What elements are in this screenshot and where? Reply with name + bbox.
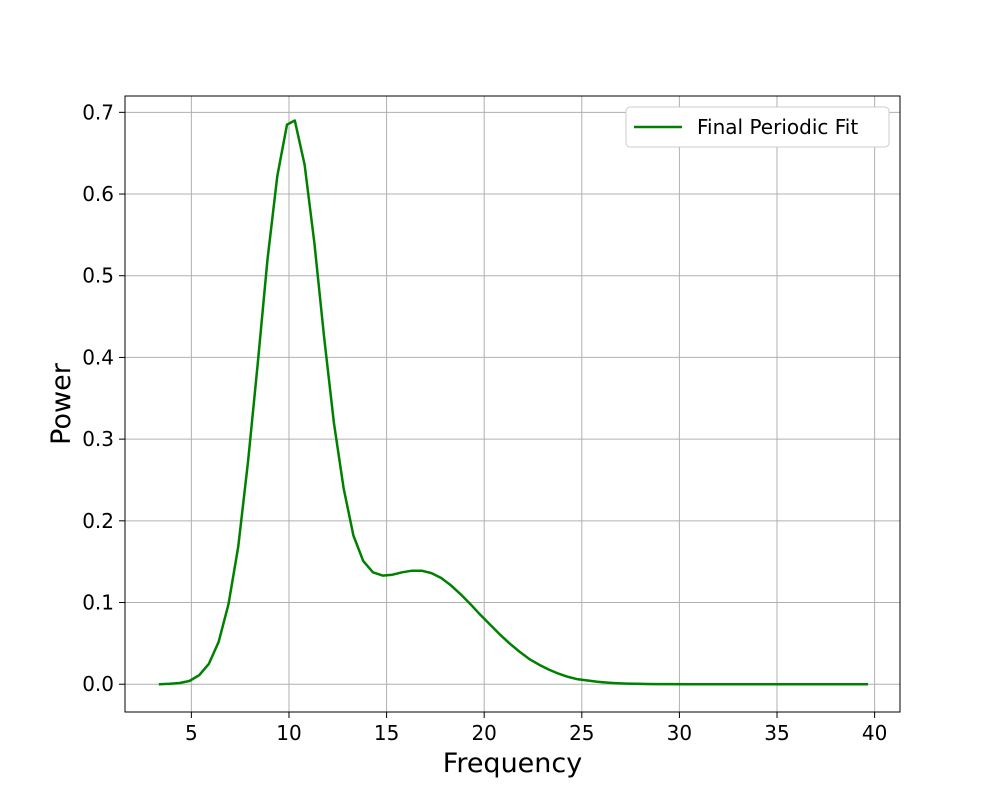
y-tick-label: 0.0 [82,672,114,696]
x-axis-label: Frequency [443,748,583,779]
x-tick-label: 20 [471,721,496,745]
y-tick-label: 0.5 [82,264,114,288]
legend: Final Periodic Fit [625,106,890,148]
x-tick-label: 25 [569,721,594,745]
y-tick-label: 0.1 [82,591,114,615]
y-axis-ticks: 0.0 0.1 0.2 0.3 0.4 0.5 0.6 0.7 [82,100,125,696]
x-axis-ticks: 5 10 15 20 25 30 35 40 [185,712,887,745]
x-tick-label: 30 [667,721,692,745]
y-tick-label: 0.7 [82,100,114,124]
x-tick-label: 10 [276,721,301,745]
legend-box [625,106,890,148]
series-layer [158,119,869,686]
y-tick-label: 0.2 [82,509,114,533]
plot-frame [124,95,901,713]
x-tick-label: 15 [374,721,399,745]
y-tick-label: 0.6 [82,182,114,206]
grid [125,96,900,712]
y-tick-label: 0.3 [82,427,114,451]
x-tick-label: 40 [862,721,887,745]
x-tick-label: 5 [185,721,198,745]
x-tick-label: 35 [764,721,789,745]
series-line-final-periodic-fit [158,119,869,686]
legend-label-final-periodic-fit: Final Periodic Fit [697,115,858,139]
y-axis-label: Power [46,362,77,445]
y-tick-label: 0.4 [82,345,114,369]
